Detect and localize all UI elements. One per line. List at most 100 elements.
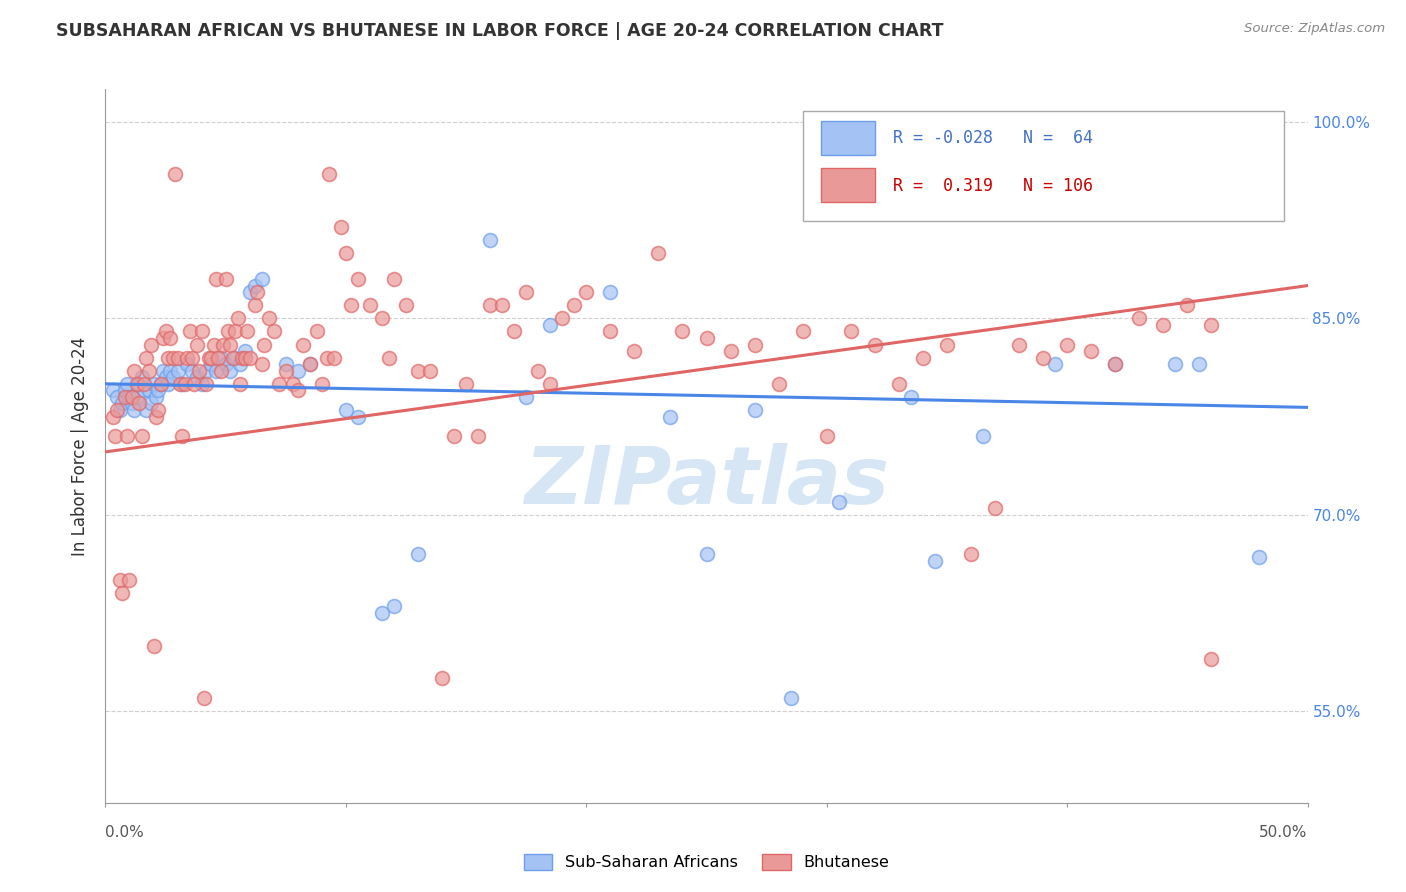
Point — [131, 429, 153, 443]
Point — [298, 357, 321, 371]
Point — [209, 351, 232, 365]
Point — [744, 403, 766, 417]
Point — [406, 364, 429, 378]
Text: 0.0%: 0.0% — [105, 825, 145, 840]
Point — [231, 351, 253, 365]
Point — [330, 219, 353, 234]
Text: SUBSAHARAN AFRICAN VS BHUTANESE IN LABOR FORCE | AGE 20-24 CORRELATION CHART: SUBSAHARAN AFRICAN VS BHUTANESE IN LABOR… — [56, 22, 943, 40]
Text: R = -0.028   N =  64: R = -0.028 N = 64 — [893, 128, 1092, 146]
Point — [107, 403, 129, 417]
Point — [172, 376, 194, 391]
Point — [467, 429, 489, 443]
Point — [287, 384, 309, 398]
Point — [311, 376, 333, 391]
Point — [152, 364, 174, 378]
Point — [128, 376, 150, 391]
Point — [382, 599, 405, 614]
Point — [792, 325, 814, 339]
Point — [162, 370, 184, 384]
Point — [339, 298, 361, 312]
Point — [274, 357, 297, 371]
Point — [347, 409, 370, 424]
Point — [779, 691, 801, 706]
Point — [114, 384, 136, 398]
Point — [101, 409, 124, 424]
Point — [1032, 351, 1054, 365]
Point — [205, 272, 228, 286]
Point — [239, 351, 262, 365]
Point — [243, 278, 266, 293]
Point — [181, 351, 204, 365]
Point — [1128, 311, 1150, 326]
Point — [172, 429, 194, 443]
Point — [515, 285, 537, 300]
Point — [186, 337, 208, 351]
Point — [281, 376, 304, 391]
Point — [149, 376, 172, 391]
Point — [212, 337, 235, 351]
Point — [224, 351, 246, 365]
Point — [335, 403, 357, 417]
Point — [1201, 652, 1223, 666]
Point — [125, 390, 148, 404]
Point — [250, 357, 273, 371]
Legend: Sub-Saharan Africans, Bhutanese: Sub-Saharan Africans, Bhutanese — [517, 848, 896, 877]
Point — [250, 272, 273, 286]
Text: ZIPatlas: ZIPatlas — [524, 442, 889, 521]
Point — [159, 331, 181, 345]
Point — [166, 364, 188, 378]
Text: 50.0%: 50.0% — [1260, 825, 1308, 840]
Point — [193, 691, 215, 706]
Point — [900, 390, 922, 404]
Point — [159, 364, 181, 378]
Point — [169, 376, 191, 391]
Point — [107, 390, 129, 404]
Point — [503, 325, 526, 339]
Point — [131, 370, 153, 384]
Point — [124, 364, 146, 378]
Point — [599, 325, 621, 339]
Point — [1164, 357, 1187, 371]
Point — [115, 429, 138, 443]
Point — [671, 325, 693, 339]
Point — [200, 357, 222, 371]
Point — [181, 364, 204, 378]
Point — [395, 298, 418, 312]
Point — [135, 351, 157, 365]
Point — [166, 351, 188, 365]
FancyBboxPatch shape — [803, 111, 1284, 221]
Point — [209, 364, 232, 378]
Point — [115, 376, 138, 391]
Point — [121, 396, 143, 410]
Point — [960, 547, 983, 561]
Point — [263, 325, 285, 339]
Point — [156, 351, 179, 365]
Point — [118, 390, 141, 404]
Point — [936, 337, 959, 351]
Point — [104, 429, 127, 443]
Point — [195, 364, 218, 378]
Point — [162, 351, 184, 365]
Point — [229, 357, 252, 371]
Point — [111, 586, 134, 600]
Point — [1104, 357, 1126, 371]
Point — [527, 364, 550, 378]
Point — [257, 311, 280, 326]
Point — [659, 409, 682, 424]
Point — [101, 384, 124, 398]
Point — [647, 245, 669, 260]
Point — [430, 672, 453, 686]
Point — [479, 298, 502, 312]
Point — [233, 351, 256, 365]
Point — [138, 384, 160, 398]
Point — [214, 272, 236, 286]
Point — [142, 376, 165, 391]
Point — [173, 376, 195, 391]
Point — [207, 351, 229, 365]
Point — [1043, 357, 1066, 371]
Point — [1188, 357, 1211, 371]
Point — [219, 337, 242, 351]
Point — [768, 376, 790, 391]
Point — [205, 364, 228, 378]
Point — [246, 285, 269, 300]
